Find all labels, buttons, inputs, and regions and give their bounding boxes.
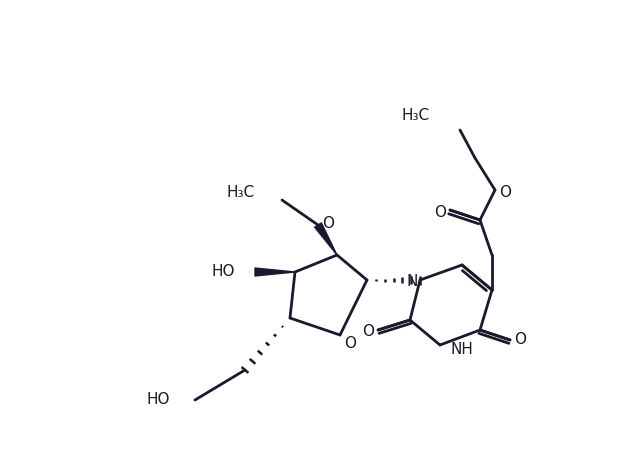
Text: O: O [514,332,526,347]
Text: NH: NH [451,343,474,358]
Text: O: O [344,336,356,351]
Text: O: O [362,324,374,339]
Text: H₃C: H₃C [227,185,255,199]
Text: O: O [322,216,334,230]
Text: O: O [434,204,446,219]
Text: H₃C: H₃C [402,108,430,123]
Polygon shape [315,223,337,255]
Text: HO: HO [147,392,170,407]
Text: HO: HO [211,265,235,280]
Text: N: N [406,274,418,290]
Polygon shape [255,268,295,276]
Text: O: O [499,185,511,199]
